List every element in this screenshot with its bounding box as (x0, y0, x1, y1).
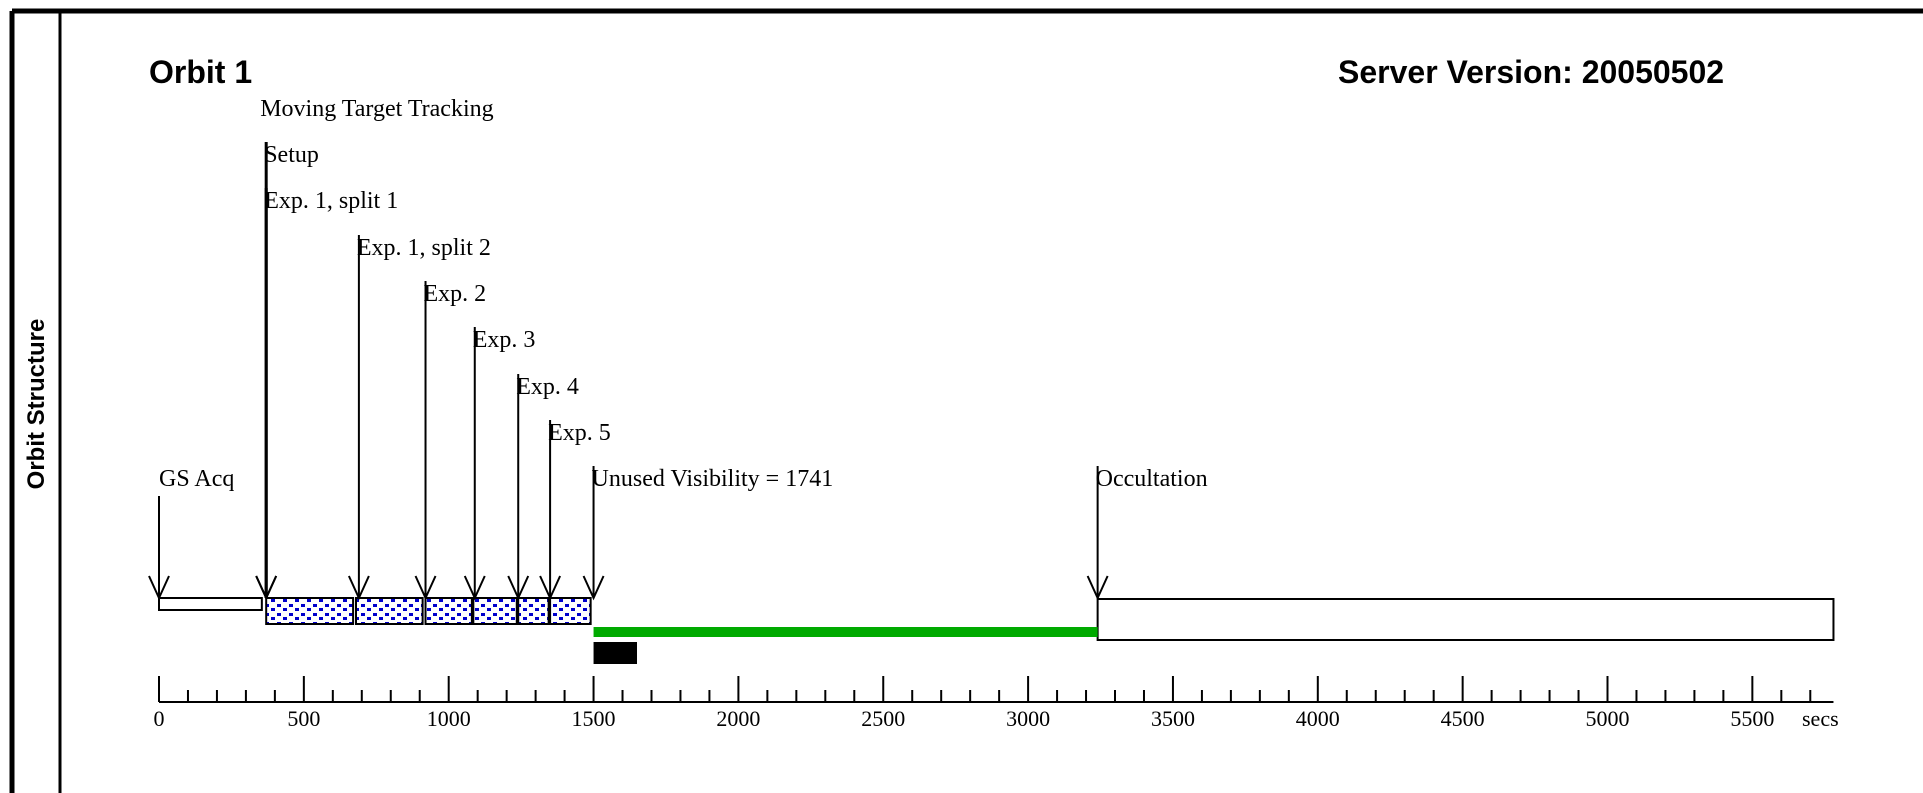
arrow-down-icon (582, 575, 605, 601)
axis-tick-label: 0 (154, 706, 165, 731)
arrow-down-icon (255, 575, 278, 601)
gs-acquisition-block (158, 597, 263, 611)
axis-tick-label: 4000 (1296, 706, 1340, 731)
arrow-down-icon (1086, 575, 1109, 601)
sidebar-title: Orbit Structure (23, 319, 50, 490)
event-marker: Exp. 4 (507, 374, 579, 601)
arrow-down-icon (414, 575, 437, 601)
unused-visibility-bar (593, 627, 1098, 637)
axis-tick-label: 5000 (1586, 706, 1630, 731)
arrow-down-icon (347, 575, 370, 601)
orbit-blocks (158, 597, 1835, 664)
event-label: GS Acq (159, 466, 234, 492)
arrow-down-icon (539, 575, 562, 601)
axis-tick-label: 1000 (427, 706, 471, 731)
event-marker: GS Acq (148, 466, 234, 601)
axis-tick-label: 3500 (1151, 706, 1195, 731)
event-label: Occultation (1096, 466, 1208, 492)
exposure-block (549, 597, 592, 625)
event-marker: Exp. 1, split 1 (255, 188, 398, 601)
event-marker: Exp. 1, split 2 (347, 235, 491, 601)
exposure-block (265, 597, 355, 625)
axis-unit-label: secs (1802, 706, 1839, 731)
exposure-block (424, 597, 473, 625)
event-label: Exp. 5 (548, 420, 611, 446)
orbit-title: Orbit 1 (149, 54, 252, 90)
event-marker: Exp. 5 (539, 420, 611, 601)
event-marker: Moving Target Tracking (260, 96, 493, 122)
event-label: Unused Visibility = 1741 (592, 466, 834, 492)
event-label: Setup (264, 142, 319, 168)
axis-tick-label: 2500 (861, 706, 905, 731)
event-marker: Exp. 2 (414, 281, 487, 601)
arrow-down-icon (148, 575, 170, 601)
axis-tick-label: 4500 (1441, 706, 1485, 731)
axis-tick-label: 2000 (716, 706, 760, 731)
event-label: Exp. 2 (424, 281, 487, 307)
event-label: Exp. 1, split 1 (264, 188, 398, 214)
exposure-block (354, 597, 424, 625)
axis-tick-label: 5500 (1730, 706, 1774, 731)
exposure-block (472, 597, 518, 625)
event-marker: Occultation (1086, 466, 1208, 601)
exposure-block (517, 597, 550, 625)
event-label: Exp. 3 (473, 327, 536, 353)
overhead-marker (593, 642, 638, 664)
server-version-label: Server Version: 20050502 (1338, 54, 1724, 90)
occultation-block (1096, 598, 1835, 641)
event-label: Moving Target Tracking (260, 96, 493, 122)
time-axis: 0 500 1000 1500 2000 2500 3000 3500 4000 4500 5000… (154, 676, 1834, 731)
arrow-down-icon (463, 575, 486, 601)
axis-tick-label: 1500 (572, 706, 616, 731)
axis-tick-label: 500 (287, 706, 320, 731)
arrow-down-icon (507, 575, 530, 601)
event-marker: Exp. 3 (463, 327, 536, 601)
axis-tick-label: 3000 (1006, 706, 1050, 731)
event-marker: Unused Visibility = 1741 (582, 466, 834, 601)
event-label: Exp. 1, split 2 (357, 235, 491, 261)
event-markers: GS Acq Moving Target Tracking Setup Exp. 1,… (148, 96, 1208, 601)
event-label: Exp. 4 (516, 374, 579, 400)
